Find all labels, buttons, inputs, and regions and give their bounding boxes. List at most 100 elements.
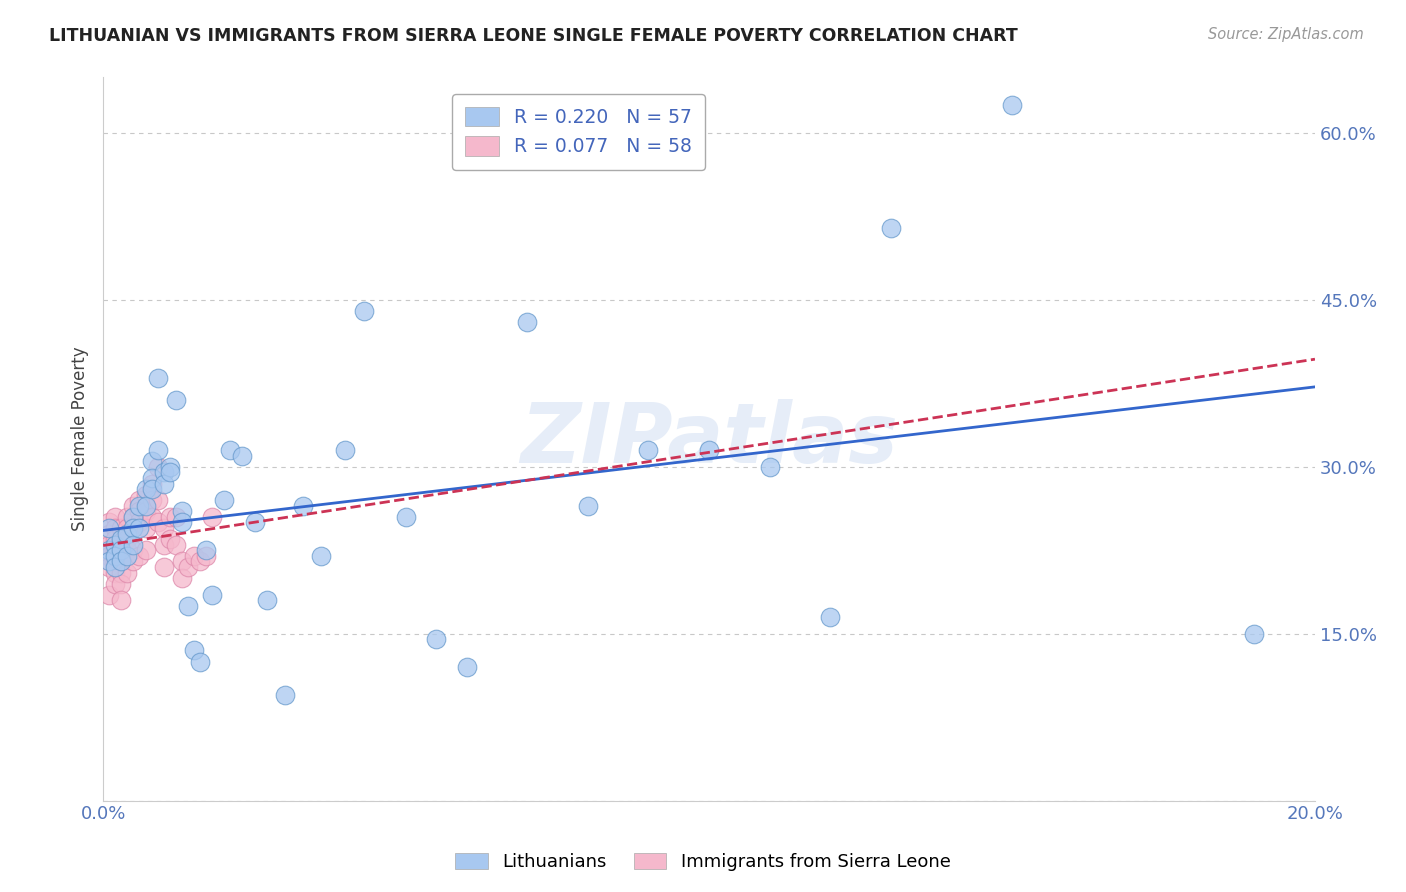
Point [159,532,181,546]
Y-axis label: Single Female Poverty: Single Female Poverty [72,347,89,532]
Point [104,566,127,580]
Point [98,549,121,563]
Legend: Lithuanians, Immigrants from Sierra Leone: Lithuanians, Immigrants from Sierra Leon… [449,846,957,879]
Point [243,516,266,530]
Point [165,509,187,524]
Point [188,655,211,669]
Point [98,516,121,530]
Point [104,560,127,574]
Point [104,576,127,591]
Point [146,493,169,508]
Point [141,471,163,485]
Point [170,504,193,518]
Point [128,549,150,563]
Point [758,459,780,474]
Point [122,543,145,558]
Point [122,521,145,535]
Point [98,526,121,541]
Point [177,599,200,613]
Point [141,493,163,508]
Point [353,304,375,318]
Point [214,493,236,508]
Point [117,526,139,541]
Point [104,549,127,563]
Point [122,521,145,535]
Point [141,476,163,491]
Point [110,532,132,546]
Point [141,482,163,496]
Text: Source: ZipAtlas.com: Source: ZipAtlas.com [1208,27,1364,42]
Point [256,593,278,607]
Point [170,571,193,585]
Point [117,509,139,524]
Point [128,516,150,530]
Point [201,509,224,524]
Point [159,466,181,480]
Point [128,499,150,513]
Point [117,521,139,535]
Point [135,488,157,502]
Point [159,459,181,474]
Point [195,549,218,563]
Point [110,543,132,558]
Point [110,576,132,591]
Point [152,521,174,535]
Point [146,371,169,385]
Point [110,521,132,535]
Point [152,476,174,491]
Point [98,588,121,602]
Point [141,509,163,524]
Point [122,509,145,524]
Point [637,443,659,458]
Point [231,449,253,463]
Point [183,549,205,563]
Point [117,543,139,558]
Text: ZIPatlas: ZIPatlas [520,399,898,480]
Point [104,509,127,524]
Point [104,538,127,552]
Point [456,660,478,674]
Point [177,560,200,574]
Point [128,493,150,508]
Legend: R = 0.220   N = 57, R = 0.077   N = 58: R = 0.220 N = 57, R = 0.077 N = 58 [451,94,704,169]
Point [122,538,145,552]
Point [110,532,132,546]
Point [274,688,297,702]
Point [152,538,174,552]
Point [104,521,127,535]
Point [135,543,157,558]
Point [395,509,418,524]
Point [98,560,121,574]
Point [110,543,132,558]
Point [135,521,157,535]
Point [128,521,150,535]
Point [335,443,357,458]
Point [1243,626,1265,640]
Point [122,499,145,513]
Point [170,554,193,568]
Point [135,482,157,496]
Point [818,610,841,624]
Point [201,588,224,602]
Point [110,554,132,568]
Point [135,504,157,518]
Point [188,554,211,568]
Point [516,315,538,329]
Point [117,532,139,546]
Point [880,220,903,235]
Point [98,554,121,568]
Point [1001,98,1024,112]
Point [98,543,121,558]
Point [117,549,139,563]
Point [697,443,720,458]
Point [122,509,145,524]
Point [292,499,315,513]
Point [152,560,174,574]
Point [425,632,447,647]
Point [183,643,205,657]
Point [195,543,218,558]
Point [165,538,187,552]
Point [122,554,145,568]
Point [309,549,332,563]
Text: LITHUANIAN VS IMMIGRANTS FROM SIERRA LEONE SINGLE FEMALE POVERTY CORRELATION CHA: LITHUANIAN VS IMMIGRANTS FROM SIERRA LEO… [49,27,1018,45]
